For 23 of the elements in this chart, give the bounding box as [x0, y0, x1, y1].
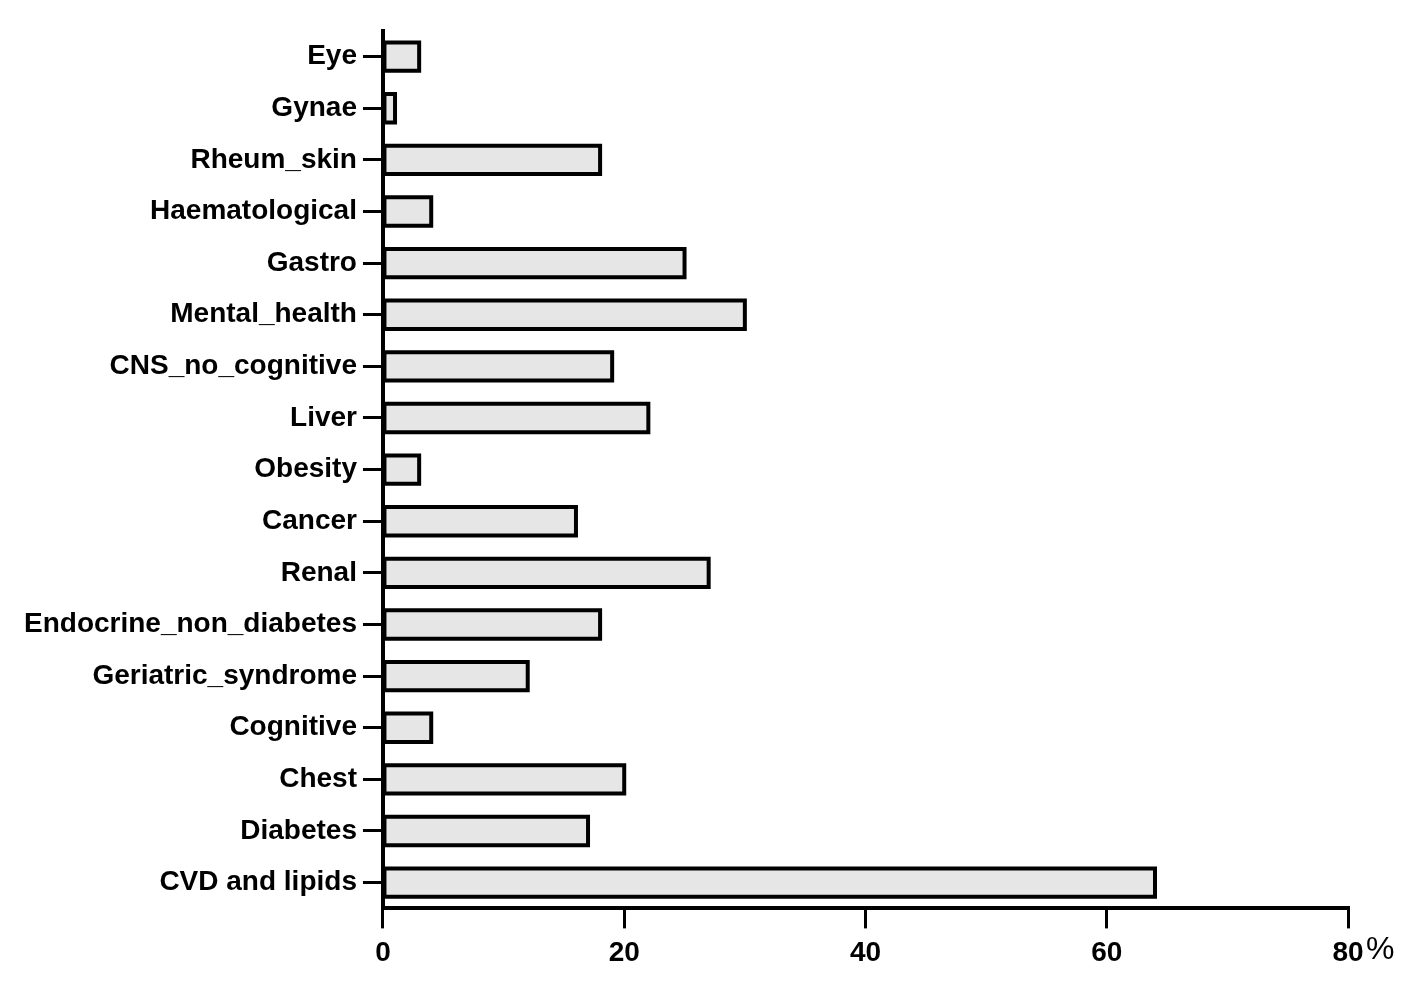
y-tick-label: Gastro — [266, 245, 357, 277]
x-tick-label: 40 — [849, 935, 882, 967]
y-tick-label: Gynae — [271, 90, 357, 122]
y-tick-label: Cognitive — [229, 710, 357, 742]
y-tick-label: Endocrine_non_diabetes — [24, 607, 357, 639]
x-tick-label: 60 — [1091, 935, 1123, 967]
x-axis-title: % — [1366, 929, 1395, 966]
y-tick-label: Obesity — [254, 452, 358, 484]
y-tick-label: Mental_health — [170, 297, 357, 329]
y-tick-label: CNS_no_cognitive — [109, 349, 357, 381]
y-tick-label: Haematological — [150, 194, 357, 226]
y-tick-label: CVD and lipids — [159, 865, 357, 897]
x-tick-label: 20 — [608, 935, 640, 967]
x-tick-label: 80 — [1332, 935, 1364, 967]
y-tick-label: Rheum_skin — [190, 142, 357, 174]
y-tick-label: Chest — [279, 762, 357, 794]
y-tick-label: Eye — [307, 39, 357, 71]
y-tick-label: Liver — [290, 400, 358, 432]
y-tick-label: Geriatric_syndrome — [92, 658, 357, 690]
x-tick-label: 0 — [375, 935, 391, 967]
y-tick-label: Renal — [280, 555, 357, 587]
y-tick-label: Cancer — [262, 503, 358, 535]
y-tick-label: Diabetes — [240, 813, 357, 845]
